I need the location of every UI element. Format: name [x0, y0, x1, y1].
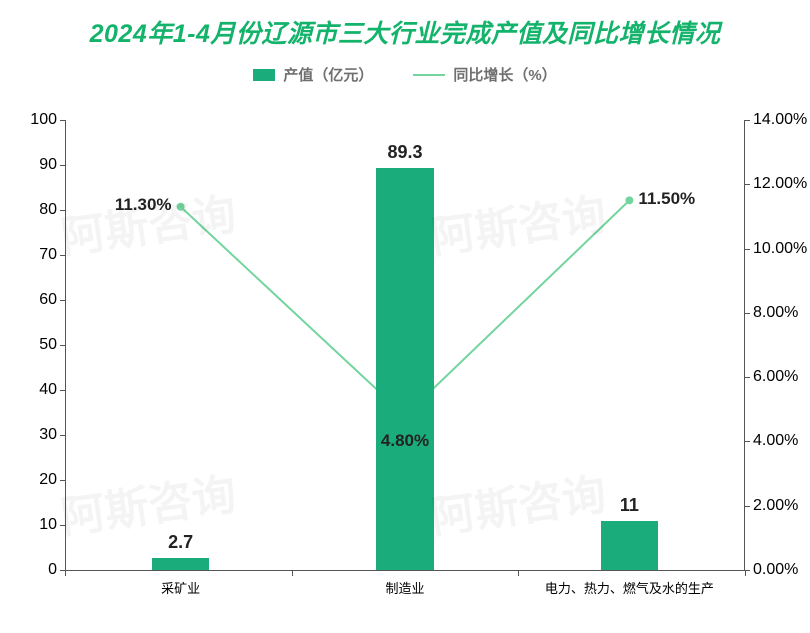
y-left-tick-mark	[60, 210, 65, 211]
y-left-tick-mark	[60, 390, 65, 391]
y-left-tick-mark	[60, 165, 65, 166]
y-left-tick-mark	[60, 525, 65, 526]
x-tick-mark	[518, 570, 519, 576]
line-marker	[177, 203, 185, 211]
y-right-tick-mark	[745, 184, 750, 185]
legend-bar-swatch	[253, 69, 275, 81]
bar	[601, 521, 659, 571]
y-left-tick-label: 10	[7, 516, 57, 534]
y-left-tick-mark	[60, 345, 65, 346]
x-category-label: 电力、热力、燃气及水的生产	[545, 578, 714, 597]
x-tick-mark	[292, 570, 293, 576]
bar	[152, 558, 210, 570]
legend-item-line: 同比增长（%）	[413, 64, 556, 85]
y-right-tick-mark	[745, 506, 750, 507]
y-left-tick-mark	[60, 120, 65, 121]
y-left-tick-label: 100	[7, 111, 57, 129]
y-left-tick-label: 40	[7, 381, 57, 399]
y-left-tick-mark	[60, 255, 65, 256]
y-right-tick-mark	[745, 249, 750, 250]
y-right-tick-mark	[745, 120, 750, 121]
y-right-tick-label: 2.00%	[753, 497, 810, 515]
y-right-tick-label: 0.00%	[753, 561, 810, 579]
y-right-tick-label: 4.00%	[753, 432, 810, 450]
y-left-tick-label: 50	[7, 336, 57, 354]
y-left-tick-label: 70	[7, 246, 57, 264]
x-tick-mark	[65, 570, 66, 576]
line-value-label: 11.50%	[638, 189, 695, 209]
y-right-tick-label: 10.00%	[753, 240, 810, 258]
x-category-label: 采矿业	[161, 578, 200, 597]
y-right-tick-mark	[745, 441, 750, 442]
y-left-tick-label: 80	[7, 201, 57, 219]
chart-title: 2024年1-4月份辽源市三大行业完成产值及同比增长情况	[0, 0, 810, 50]
chart-plot-area: 01020304050607080901000.00%2.00%4.00%6.0…	[65, 120, 745, 570]
y-right-tick-label: 6.00%	[753, 368, 810, 386]
line-marker	[625, 196, 633, 204]
y-right-tick-label: 8.00%	[753, 304, 810, 322]
legend-line-label: 同比增长（%）	[453, 64, 556, 85]
x-tick-mark	[745, 570, 746, 576]
legend-item-bar: 产值（亿元）	[253, 64, 373, 85]
y-right-tick-label: 14.00%	[753, 111, 810, 129]
y-right-tick-mark	[745, 377, 750, 378]
y-left-tick-mark	[60, 480, 65, 481]
legend: 产值（亿元） 同比增长（%）	[0, 64, 810, 85]
legend-bar-label: 产值（亿元）	[283, 64, 373, 85]
y-left-tick-label: 0	[7, 561, 57, 579]
y-left-tick-mark	[60, 300, 65, 301]
y-right-tick-label: 12.00%	[753, 175, 810, 193]
bar-value-label: 89.3	[387, 142, 422, 163]
x-category-label: 制造业	[385, 578, 424, 597]
y-left-tick-label: 20	[7, 471, 57, 489]
bar	[376, 168, 434, 570]
x-axis-line	[65, 570, 745, 571]
y-left-tick-label: 30	[7, 426, 57, 444]
y-left-tick-mark	[60, 435, 65, 436]
bar-value-label: 2.7	[168, 532, 193, 553]
legend-line-swatch	[413, 74, 445, 76]
y-left-tick-label: 90	[7, 156, 57, 174]
line-value-label: 11.30%	[115, 195, 172, 215]
line-value-label: 4.80%	[381, 431, 429, 451]
bar-value-label: 11	[620, 495, 639, 516]
y-left-tick-label: 60	[7, 291, 57, 309]
y-right-tick-mark	[745, 313, 750, 314]
